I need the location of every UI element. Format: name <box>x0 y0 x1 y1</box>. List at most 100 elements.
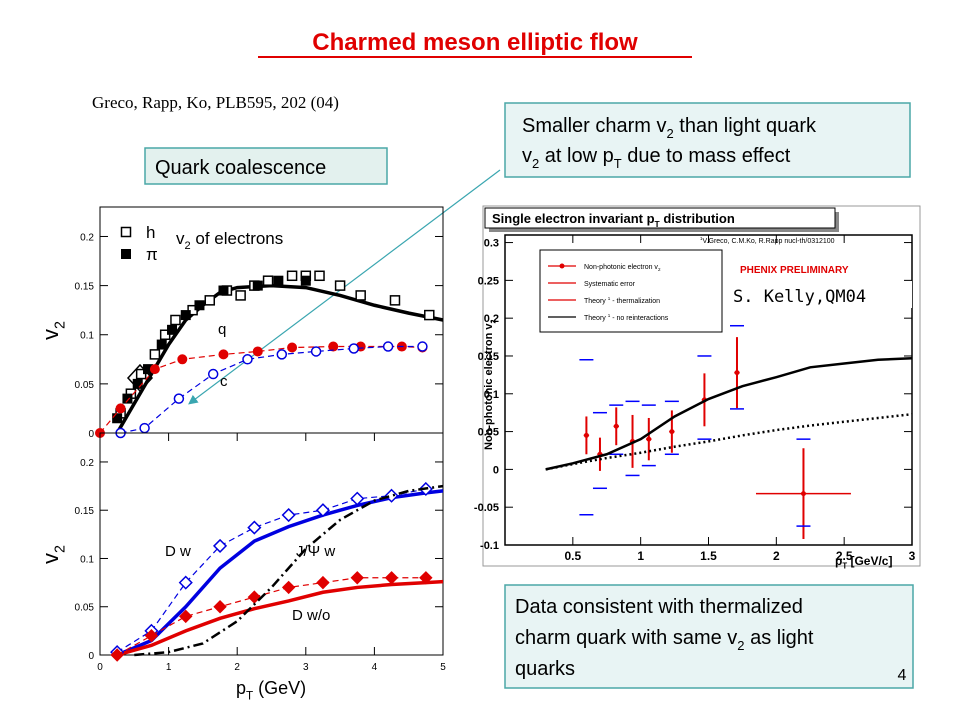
text-run: than light quark <box>674 115 817 137</box>
data-point <box>112 413 123 424</box>
data-point <box>179 609 193 624</box>
data-point <box>583 432 589 438</box>
reference: 1V.Greco, C.M.Ko, R.Rapp nucl-th/0312100 <box>700 236 835 245</box>
y-axis-label: v2 <box>38 321 69 340</box>
data-point <box>334 280 346 291</box>
y-tick-label: 0.15 <box>478 351 499 363</box>
data-point <box>218 349 229 360</box>
text-run: charm quark with same v <box>515 627 737 649</box>
text-run: v <box>38 553 63 564</box>
curve <box>116 489 444 657</box>
data-point <box>212 538 228 553</box>
data-point <box>384 488 399 503</box>
data-point <box>115 403 126 414</box>
legend-swatch <box>559 263 565 269</box>
y-tick-label: 0.3 <box>484 238 499 250</box>
x-tick-label: 5 <box>440 662 446 673</box>
data-point <box>252 280 263 291</box>
data-point <box>800 491 806 497</box>
legend-label: Systematic error <box>584 281 636 288</box>
data-point <box>328 341 339 352</box>
text-run: Single electron invariant p <box>492 211 655 226</box>
text-run: 2 <box>53 321 69 329</box>
data-point <box>355 290 366 301</box>
data-point <box>213 600 227 614</box>
series-line <box>116 488 426 653</box>
text-run: at low p <box>539 145 613 167</box>
series-line <box>545 412 913 471</box>
y-tick-label: 0.2 <box>484 313 499 325</box>
text-run: T <box>246 689 253 702</box>
data-point <box>424 309 435 321</box>
x-tick-label: 2.5 <box>836 549 853 563</box>
data-point <box>281 507 296 523</box>
text-run: 1 <box>608 296 611 301</box>
y-tick-label: 0.05 <box>75 380 95 391</box>
x-axis-label: pT [GeV/c] <box>835 554 892 571</box>
callout-line: charm quark with same v2 as light <box>515 627 814 653</box>
data-point <box>132 378 143 389</box>
text-run: [GeV/c] <box>847 554 892 568</box>
annotation: v2 of electrons <box>176 229 283 252</box>
data-point <box>252 346 263 357</box>
data-point <box>314 270 325 282</box>
data-point <box>121 249 131 259</box>
x-tick-label: 1 <box>166 662 172 673</box>
y-tick-label: 0 <box>493 464 499 476</box>
data-point <box>149 349 161 360</box>
text-run: Non-photonic electron v <box>483 323 495 450</box>
data-point <box>173 393 185 404</box>
data-point <box>300 275 311 286</box>
legend-label: Theory 1 - no reinteractions <box>584 313 669 322</box>
plot-title: Single electron invariant pT distributio… <box>492 211 735 229</box>
watermark: PHENIX PRELIMINARY <box>740 265 849 276</box>
credit-box <box>728 281 912 308</box>
y-tick-label: 0.1 <box>80 331 94 342</box>
y-tick-label: 0.15 <box>75 506 95 517</box>
text-run: 2 <box>737 638 744 653</box>
text-run: 2 <box>489 320 497 324</box>
y-tick-label: 0 <box>88 651 94 662</box>
series-label: D w <box>165 543 191 560</box>
y-tick-label: 0.1 <box>484 389 499 401</box>
text-run: v <box>176 229 185 248</box>
y-axis-label: v2 <box>38 545 69 564</box>
callout-box <box>504 584 914 689</box>
data-point <box>144 628 159 643</box>
data-point <box>178 575 193 590</box>
title-box <box>484 207 836 229</box>
series-line <box>545 356 913 471</box>
data-point <box>316 575 330 590</box>
callout-line: v2 at low pT due to mass effect <box>522 145 791 171</box>
y-axis-label: Non-photonic electron v2 <box>483 320 497 451</box>
callout-line: quarks <box>515 658 575 680</box>
text-run: as light <box>745 627 814 649</box>
data-point <box>287 342 298 353</box>
data-point <box>207 368 219 380</box>
data-point <box>204 295 216 306</box>
series-line <box>120 345 423 434</box>
data-point <box>384 571 399 585</box>
y-tick-label: 0.25 <box>478 275 499 287</box>
text-run: T <box>614 156 622 171</box>
label-box <box>144 147 388 185</box>
text-run: 1 <box>700 236 703 241</box>
data-point <box>177 354 188 365</box>
text-run: p <box>236 678 246 698</box>
legend-label: h <box>146 223 155 242</box>
text-run: Theory <box>584 315 608 322</box>
text-run: 2 <box>658 267 661 272</box>
page-number: 4 <box>898 667 907 684</box>
data-point <box>194 300 205 311</box>
legend-label: Non-photonic electron v2 <box>584 264 661 272</box>
text-run: due to mass effect <box>622 145 791 167</box>
text-run: T <box>842 562 847 571</box>
text-run: Data consistent with thermalized <box>515 596 803 618</box>
text-run: of electrons <box>191 229 284 248</box>
electron-marker <box>126 363 154 393</box>
y-tick-label: -0.1 <box>480 540 499 552</box>
x-tick-label: 3 <box>909 549 916 563</box>
x-tick-label: 2 <box>773 549 780 563</box>
y-tick-label: 0.15 <box>75 282 95 293</box>
